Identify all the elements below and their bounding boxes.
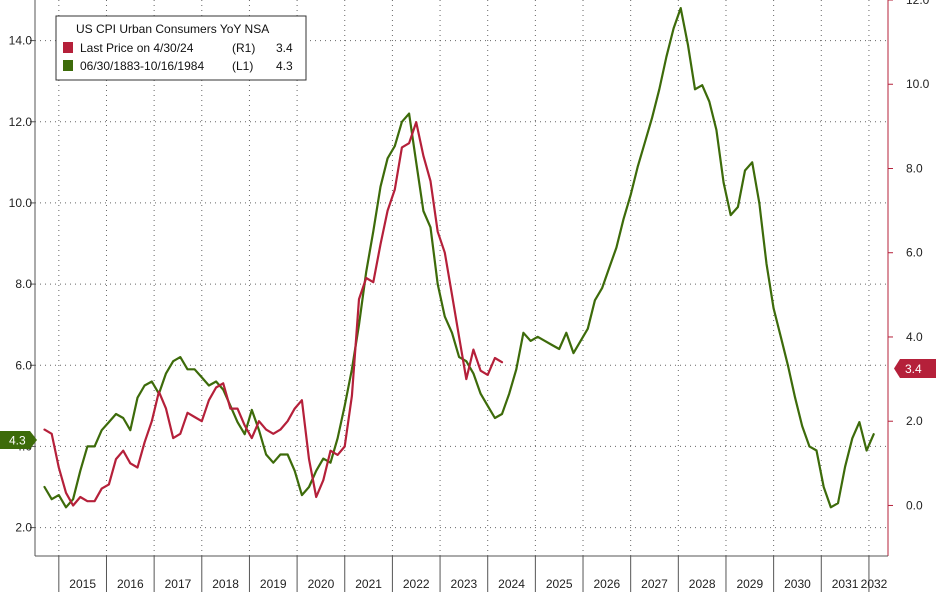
legend-axis-code-1883-1984: (L1) [232, 59, 253, 73]
legend-axis-code-last-price: (R1) [232, 41, 255, 55]
right-last-value-tag: 3.4 [894, 359, 936, 378]
x-tick-label: 2015 [69, 577, 96, 591]
left-tick-label: 10.0 [9, 196, 33, 210]
x-tick-label: 2028 [689, 577, 716, 591]
right-tag-value: 3.4 [905, 362, 922, 376]
x-tick-label: 2024 [498, 577, 525, 591]
legend-box [55, 15, 307, 81]
left-tick-label: 14.0 [9, 34, 33, 48]
x-tick-label: 2020 [308, 577, 335, 591]
right-tick-label: 0.0 [906, 498, 923, 512]
left-last-value-tag: 4.3 [0, 431, 37, 449]
right-tick-label: 4.0 [906, 330, 923, 344]
x-tick-label: 2031 [832, 577, 859, 591]
axes [34, 0, 889, 557]
right-tick-label: 2.0 [906, 414, 923, 428]
x-tick-label: 2025 [546, 577, 573, 591]
x-tick-label: 2018 [212, 577, 239, 591]
right-tick-label: 6.0 [906, 246, 923, 260]
legend: US CPI Urban Consumers YoY NSA Last Pric… [55, 15, 307, 81]
right-axis-ticks: 0.0 2.0 4.0 6.0 8.0 10.0 12.0 [888, 0, 930, 512]
left-tag-shape [0, 431, 37, 449]
legend-label-last-price: Last Price on 4/30/24 [80, 41, 194, 55]
series-line-right [43, 121, 504, 507]
left-tick-label: 8.0 [15, 277, 32, 291]
series-lines [43, 7, 875, 509]
x-tick-label: 2030 [784, 577, 811, 591]
x-tick-label: 2021 [355, 577, 382, 591]
legend-value-last-price: 3.4 [276, 41, 293, 55]
x-axis-ticks: 2015 2016 2017 2018 2019 2020 2021 2022 2023 2024… [58, 556, 888, 592]
gridlines [35, 0, 888, 556]
left-tick-label: 6.0 [15, 358, 32, 372]
x-tick-label: 2032 [861, 577, 888, 591]
left-tick-label: 2.0 [15, 521, 32, 535]
legend-value-1883-1984: 4.3 [276, 59, 293, 73]
x-tick-label: 2019 [260, 577, 287, 591]
x-tick-label: 2023 [451, 577, 478, 591]
x-tick-label: 2016 [117, 577, 144, 591]
x-tick-label: 2026 [593, 577, 620, 591]
legend-swatch-1883-1984 [63, 60, 73, 71]
left-tag-value: 4.3 [9, 434, 26, 448]
x-tick-label: 2027 [641, 577, 668, 591]
legend-label-1883-1984: 06/30/1883-10/16/1984 [80, 59, 204, 73]
chart-title: US CPI Urban Consumers YoY NSA [76, 22, 269, 36]
x-tick-label: 2029 [736, 577, 763, 591]
right-tag-shape [894, 359, 936, 378]
right-tick-label: 10.0 [906, 77, 930, 91]
x-tick-label: 2022 [403, 577, 430, 591]
x-tick-label: 2017 [165, 577, 192, 591]
legend-swatch-last-price [63, 42, 73, 53]
series-line-left [43, 7, 875, 509]
left-tick-label: 12.0 [9, 115, 33, 129]
right-tick-label: 8.0 [906, 161, 923, 175]
right-tick-label: 12.0 [906, 0, 930, 7]
